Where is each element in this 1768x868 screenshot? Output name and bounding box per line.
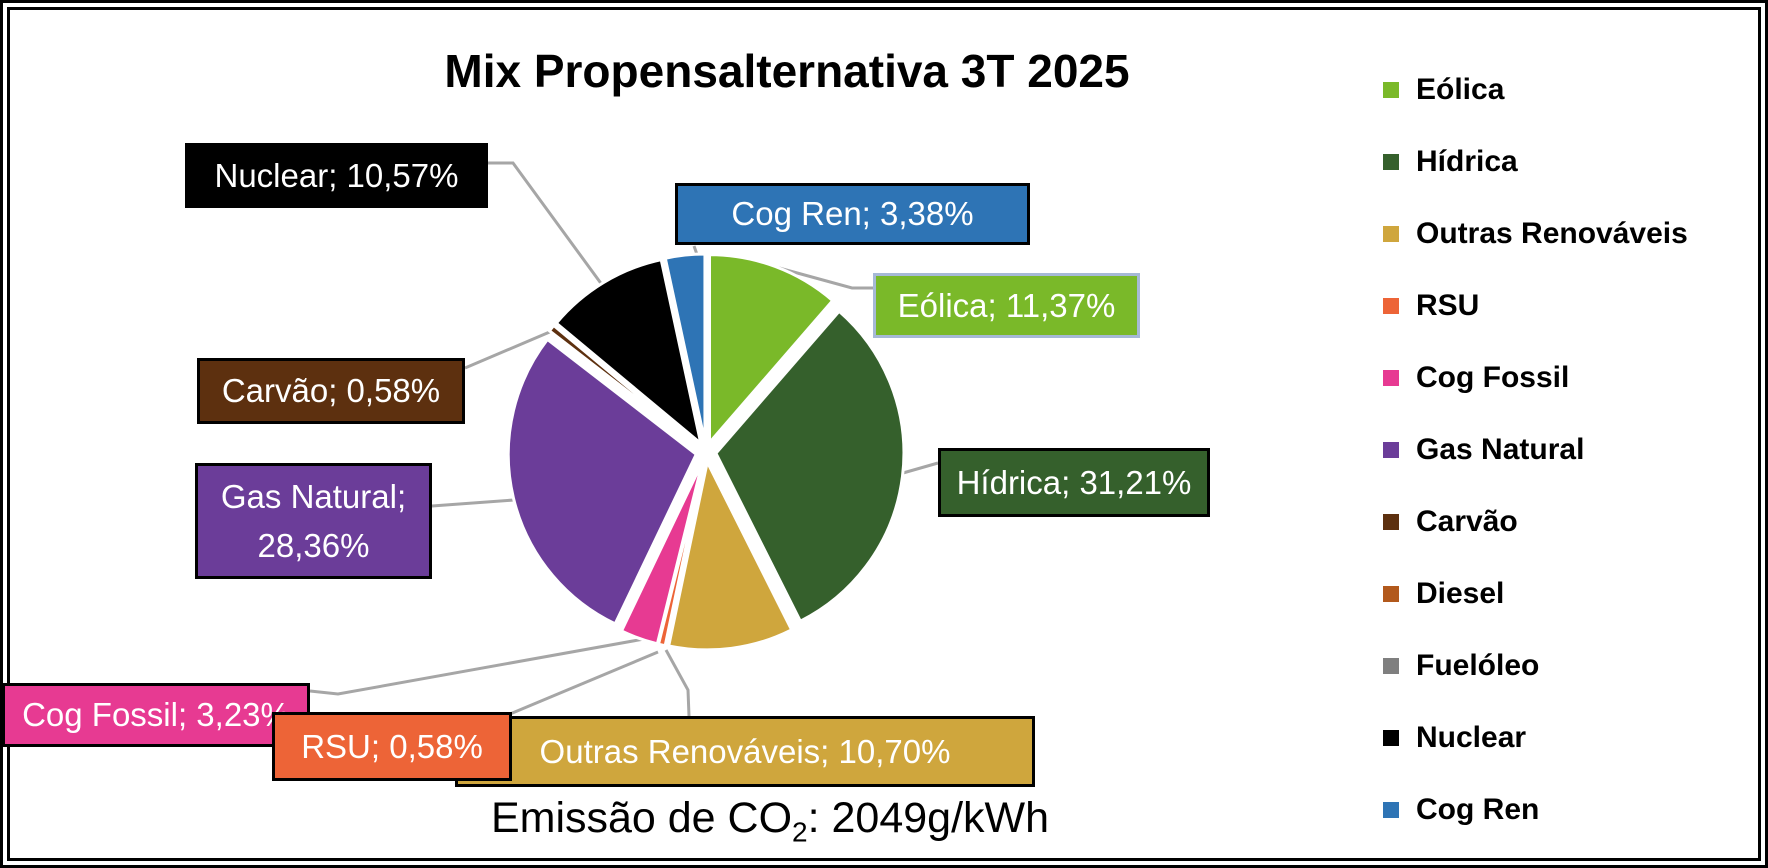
legend-item-gas-natural: Gas Natural (1383, 414, 1688, 486)
callout-carvao: Carvão; 0,58% (197, 358, 465, 424)
legend-swatch-cog-ren (1383, 802, 1399, 818)
pie-slice-carvao (547, 323, 700, 448)
legend-label-outras-renovaveis: Outras Renováveis (1416, 217, 1688, 250)
legend-label-cog-ren: Cog Ren (1416, 793, 1540, 826)
pie-slice-eolica (708, 253, 835, 445)
legend-label-diesel: Diesel (1416, 577, 1505, 610)
callout-label-text: Hídrica; 31,21% (956, 463, 1192, 501)
callout-outras-renovaveis: Outras Renováveis; 10,70% (455, 716, 1035, 787)
callout-label-text: Nuclear; 10,57% (214, 156, 459, 194)
legend-item-rsu: RSU (1383, 270, 1688, 342)
pie-slice-cog-ren (663, 252, 707, 444)
callout-gas-natural: Gas Natural; 28,36% (195, 463, 432, 579)
legend-swatch-gas-natural (1383, 442, 1399, 458)
legend-item-cog-fossil: Cog Fossil (1383, 342, 1688, 414)
pie-slice-cog-fossil (619, 459, 705, 646)
callout-rsu: RSU; 0,58% (272, 712, 512, 781)
leader-line-nuclear (488, 161, 610, 294)
legend-swatch-rsu (1383, 298, 1399, 314)
callout-nuclear: Nuclear; 10,57% (185, 143, 488, 208)
co2-annotation: Emissão de CO2: 2049g/kWh (0, 794, 1540, 849)
leader-line-rsu (509, 650, 659, 716)
callout-label-text: Carvão; 0,58% (221, 372, 441, 410)
legend-item-fueloleo: Fuelóleo (1383, 630, 1688, 702)
leader-line-cog-fossil (309, 637, 645, 696)
callout-cog-fossil: Cog Fossil; 3,23% (2, 683, 310, 747)
legend-item-outras-renovaveis: Outras Renováveis (1383, 198, 1688, 270)
co2-annotation-prefix: Emissão de CO (490, 794, 793, 842)
legend-swatch-fueloleo (1383, 658, 1399, 674)
leader-line-hidrica (902, 461, 939, 475)
callout-label-text: Outras Renováveis; 10,70% (539, 732, 951, 770)
callout-label-text: Cog Fossil; 3,23% (22, 696, 290, 734)
legend: Eólica Hídrica Outras Renováveis RSU Cog Fos… (1383, 54, 1688, 846)
legend-item-eolica: Eólica (1383, 54, 1688, 126)
legend-label-hidrica: Hídrica (1416, 145, 1518, 178)
legend-item-cog-ren: Cog Ren (1383, 774, 1688, 846)
chart-title: Mix Propensalternativa 3T 2025 (444, 45, 1130, 97)
legend-swatch-carvao (1383, 514, 1399, 530)
legend-label-carvao: Carvão (1416, 505, 1518, 538)
callout-label-text: RSU; 0,58% (301, 727, 483, 765)
legend-swatch-nuclear (1383, 730, 1399, 746)
pie-slice-nuclear (554, 258, 703, 445)
legend-swatch-diesel (1383, 586, 1399, 602)
legend-label-cog-fossil: Cog Fossil (1416, 361, 1570, 394)
legend-label-eolica: Eólica (1416, 73, 1505, 106)
legend-item-hidrica: Hídrica (1383, 126, 1688, 198)
legend-label-fueloleo: Fuelóleo (1416, 649, 1540, 682)
callout-hidrica: Hídrica; 31,21% (938, 448, 1210, 517)
callout-label-text: Cog Ren; 3,38% (731, 195, 974, 233)
legend-swatch-eolica (1383, 82, 1399, 98)
callout-label-text: Gas Natural; (220, 477, 407, 515)
legend-item-nuclear: Nuclear (1383, 702, 1688, 774)
pie-slice-gas-natural (506, 337, 698, 626)
callout-cog-ren: Cog Ren; 3,38% (675, 183, 1030, 245)
leader-line-carvao (464, 329, 553, 370)
callout-label-text: Eólica; 11,37% (897, 286, 1116, 324)
pie-slice-hidrica (714, 309, 906, 623)
legend-swatch-hidrica (1383, 154, 1399, 170)
pie-slice-outras-renovaveis (667, 460, 794, 652)
leader-line-outras-renovaveis (664, 649, 691, 717)
leader-line-gas-natural (431, 498, 515, 508)
co2-annotation-suffix: : 2049g/kWh (807, 794, 1050, 842)
callout-label-text: 28,36% (257, 527, 370, 564)
legend-label-gas-natural: Gas Natural (1416, 433, 1585, 466)
legend-swatch-cog-fossil (1383, 370, 1399, 386)
legend-item-diesel: Diesel (1383, 558, 1688, 630)
legend-label-nuclear: Nuclear (1416, 721, 1527, 754)
callout-eolica: Eólica; 11,37% (873, 273, 1140, 338)
co2-subscript: 2 (792, 816, 808, 848)
legend-label-rsu: RSU (1416, 289, 1480, 322)
legend-swatch-outras-renovaveis (1383, 226, 1399, 242)
leader-line-eolica (778, 266, 873, 290)
legend-item-carvao: Carvão (1383, 486, 1688, 558)
